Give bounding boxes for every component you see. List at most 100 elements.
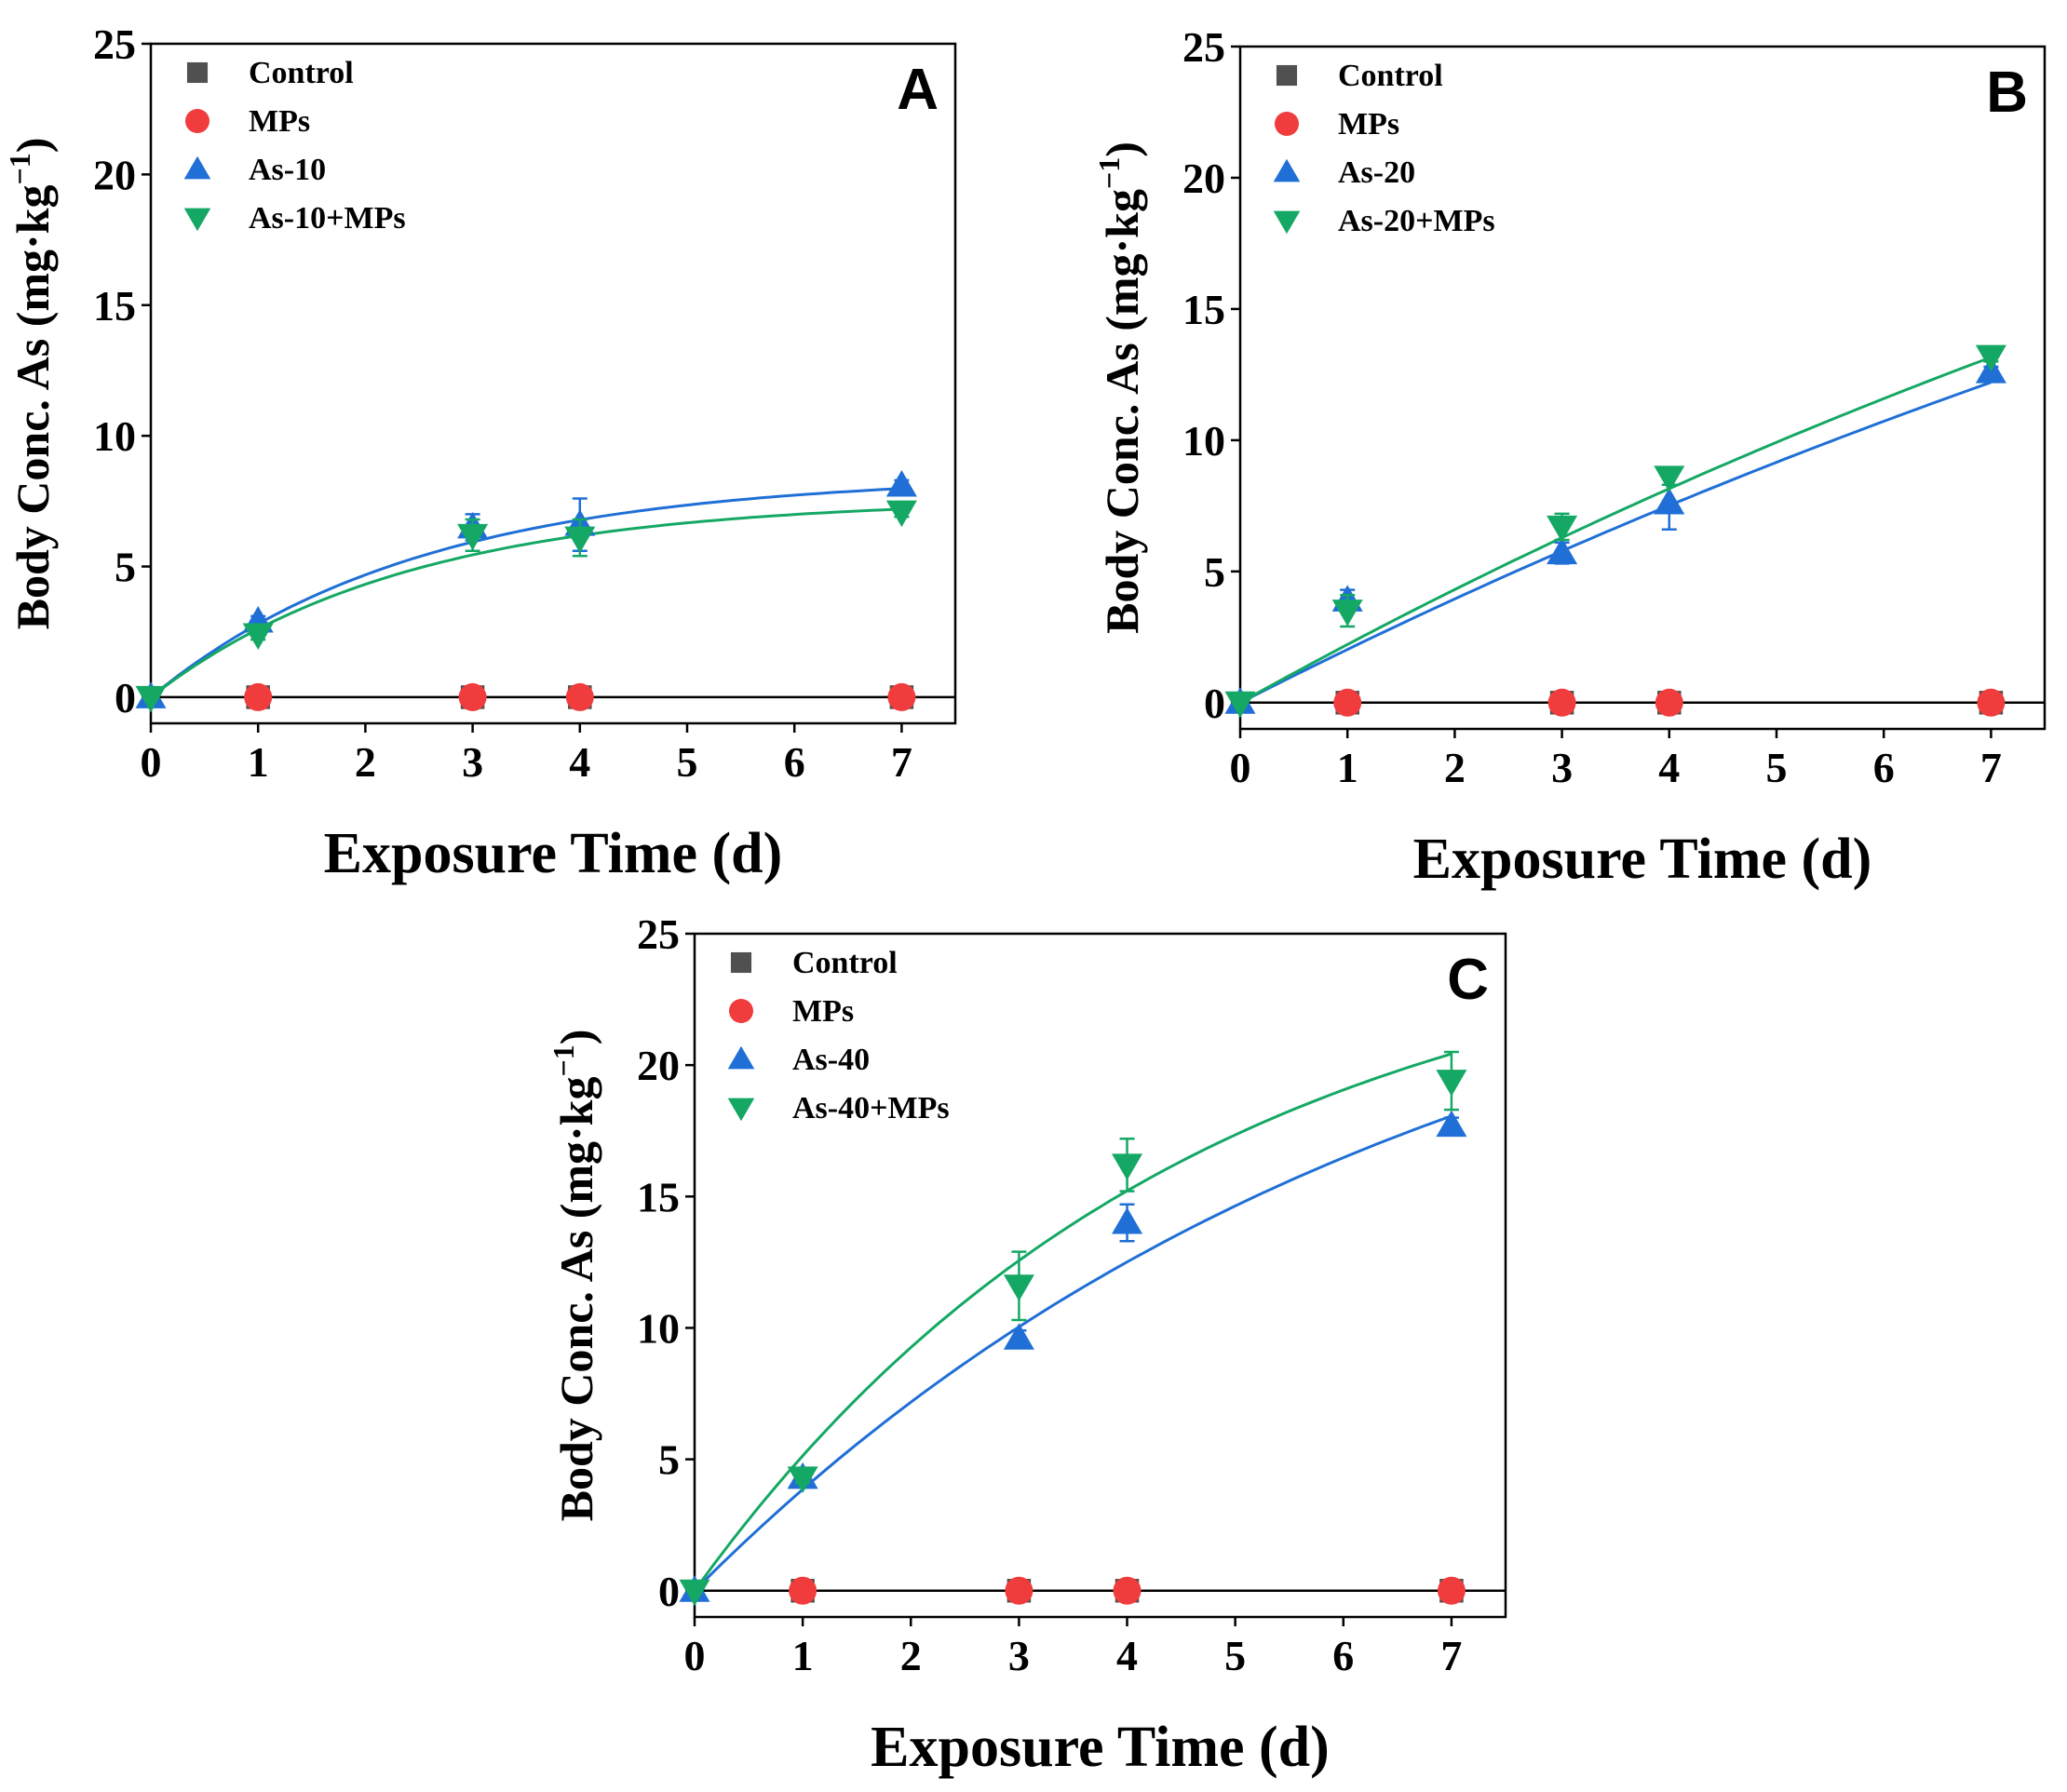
x-tick-label: 6	[784, 738, 805, 786]
x-axis-label: Exposure Time (d)	[324, 822, 783, 885]
data-point-as-40-mps	[1003, 1274, 1034, 1301]
data-point-as-40-mps	[787, 1466, 818, 1493]
legend-marker-mps	[1275, 112, 1299, 136]
data-point-as-10-mps	[135, 685, 167, 713]
y-axis-label-main: Body Conc. As (mg·kg	[7, 185, 59, 630]
data-point-as-40-mps	[1112, 1153, 1143, 1180]
data-point-mps	[565, 682, 594, 711]
fit-curve-as-20-mps	[1239, 356, 1992, 705]
panel-label: A	[897, 58, 939, 122]
data-point-as-20-mps	[1547, 515, 1578, 543]
panel-label: C	[1447, 948, 1489, 1012]
plot-frame	[149, 42, 957, 725]
data-point-as-20-mps	[1331, 600, 1363, 627]
data-point-as-40	[1112, 1207, 1143, 1234]
y-axis-label-sup: −1	[1092, 157, 1126, 189]
y-tick-label: 15	[637, 1173, 680, 1220]
data-point-as-10-mps	[564, 526, 596, 554]
x-tick-label: 4	[569, 738, 590, 786]
legend-label-control: Control	[1338, 59, 1443, 93]
data-point-as-20-mps	[1975, 344, 2006, 372]
data-point-mps	[1005, 1576, 1034, 1605]
x-tick-label: 3	[462, 738, 483, 786]
legend-label-as-40-mps: As-40+MPs	[792, 1091, 950, 1125]
chart-panel-b: 0 1 2 3 4 5 6 7 0 5 10 15 20 25 Exposure Time (d) Body …	[1092, 23, 2047, 891]
legend-label-as-20-mps: As-20+MPs	[1338, 204, 1495, 238]
x-axis-label: Exposure Time (d)	[1413, 828, 1872, 891]
legend-marker-control	[1276, 64, 1298, 87]
plot-frame	[693, 932, 1507, 1619]
fit-curve-as-40	[693, 1114, 1452, 1592]
data-point-as-40-mps	[1436, 1070, 1467, 1097]
x-tick-label: 7	[1980, 744, 2002, 791]
x-tick-label: 2	[900, 1632, 922, 1679]
data-point-mps	[1113, 1576, 1142, 1605]
fit-curve-as-10-mps	[150, 507, 902, 699]
data-point-as-10-mps	[457, 523, 489, 551]
chart-panel-c: 0 1 2 3 4 5 6 7 0 5 10 15 20 25 Exposure Time (d) Body …	[547, 910, 1507, 1779]
legend-label-mps: MPs	[1338, 107, 1399, 141]
x-tick-label: 0	[684, 1632, 706, 1679]
legend-marker-as-20-mps	[1273, 210, 1301, 235]
y-tick-label: 5	[1204, 548, 1225, 596]
legend-label-control: Control	[792, 946, 898, 980]
data-point-as-40-mps	[679, 1579, 710, 1607]
y-tick-label: 10	[1182, 417, 1225, 465]
y-tick-label: 5	[115, 544, 136, 591]
data-point-as-40	[1003, 1323, 1034, 1350]
data-point-mps	[1333, 688, 1362, 717]
fit-curve-as-20	[1239, 381, 1992, 705]
y-axis-label: Body Conc. As (mg·kg−1)	[547, 1030, 602, 1522]
y-axis-label-main: Body Conc. As (mg·kg	[1096, 189, 1148, 634]
legend: Control MPs As-40 As-40+MPs	[727, 946, 950, 1125]
legend: Control MPs As-20 As-20+MPs	[1273, 59, 1495, 238]
data-point-mps	[789, 1576, 817, 1605]
data-point-as-20	[1547, 537, 1578, 565]
y-tick-label: 5	[658, 1436, 680, 1484]
legend-marker-as-20	[1273, 158, 1301, 182]
y-axis-label-sup: −1	[3, 153, 36, 184]
data-point-as-10-mps	[885, 500, 917, 528]
data-point-as-10	[885, 470, 917, 497]
data-point-mps	[244, 682, 273, 711]
fit-curve-as-10	[150, 487, 902, 699]
x-tick-label: 2	[1444, 744, 1466, 791]
x-tick-label: 1	[248, 738, 269, 786]
x-tick-label: 4	[1116, 1632, 1138, 1679]
y-tick-label: 10	[93, 412, 136, 460]
chart-panel-a: 0 1 2 3 4 5 6 7 0 5 10 15 20 25 Exposure Time (d) Body …	[3, 20, 957, 885]
data-point-mps	[458, 682, 487, 711]
legend-label-as-10-mps: As-10+MPs	[249, 201, 406, 236]
x-tick-label: 5	[1224, 1632, 1246, 1679]
x-tick-label: 6	[1873, 744, 1895, 791]
y-tick-label: 15	[1182, 286, 1225, 333]
y-axis-label: Body Conc. As (mg·kg−1)	[3, 138, 59, 630]
legend-marker-as-40-mps	[727, 1098, 755, 1122]
x-tick-label: 4	[1658, 744, 1680, 791]
x-axis-label: Exposure Time (d)	[871, 1716, 1330, 1779]
plot-frame	[1238, 45, 2047, 731]
x-tick-label: 5	[677, 738, 698, 786]
data-point-as-20-mps	[1654, 465, 1685, 492]
y-axis-label-sup: −1	[547, 1044, 580, 1076]
legend-marker-mps	[729, 999, 753, 1023]
legend-marker-control	[186, 61, 209, 84]
y-axis-label-close: )	[7, 138, 59, 154]
legend-label-as-20: As-20	[1338, 155, 1415, 190]
x-tick-label: 7	[891, 738, 912, 786]
data-point-mps	[1655, 688, 1683, 717]
y-tick-label: 0	[115, 674, 136, 721]
y-tick-label: 20	[1182, 155, 1225, 202]
x-tick-label: 1	[1337, 744, 1358, 791]
legend-label-as-40: As-40	[792, 1043, 870, 1077]
data-point-mps	[887, 682, 916, 711]
data-point-mps	[1437, 1576, 1466, 1605]
x-tick-label: 3	[1008, 1632, 1030, 1679]
x-tick-label: 1	[792, 1632, 814, 1679]
x-tick-label: 0	[141, 738, 162, 786]
y-tick-label: 0	[1204, 680, 1225, 727]
x-tick-label: 5	[1766, 744, 1788, 791]
data-point-mps	[1977, 688, 2006, 717]
fit-curve-as-40-mps	[693, 1052, 1452, 1592]
